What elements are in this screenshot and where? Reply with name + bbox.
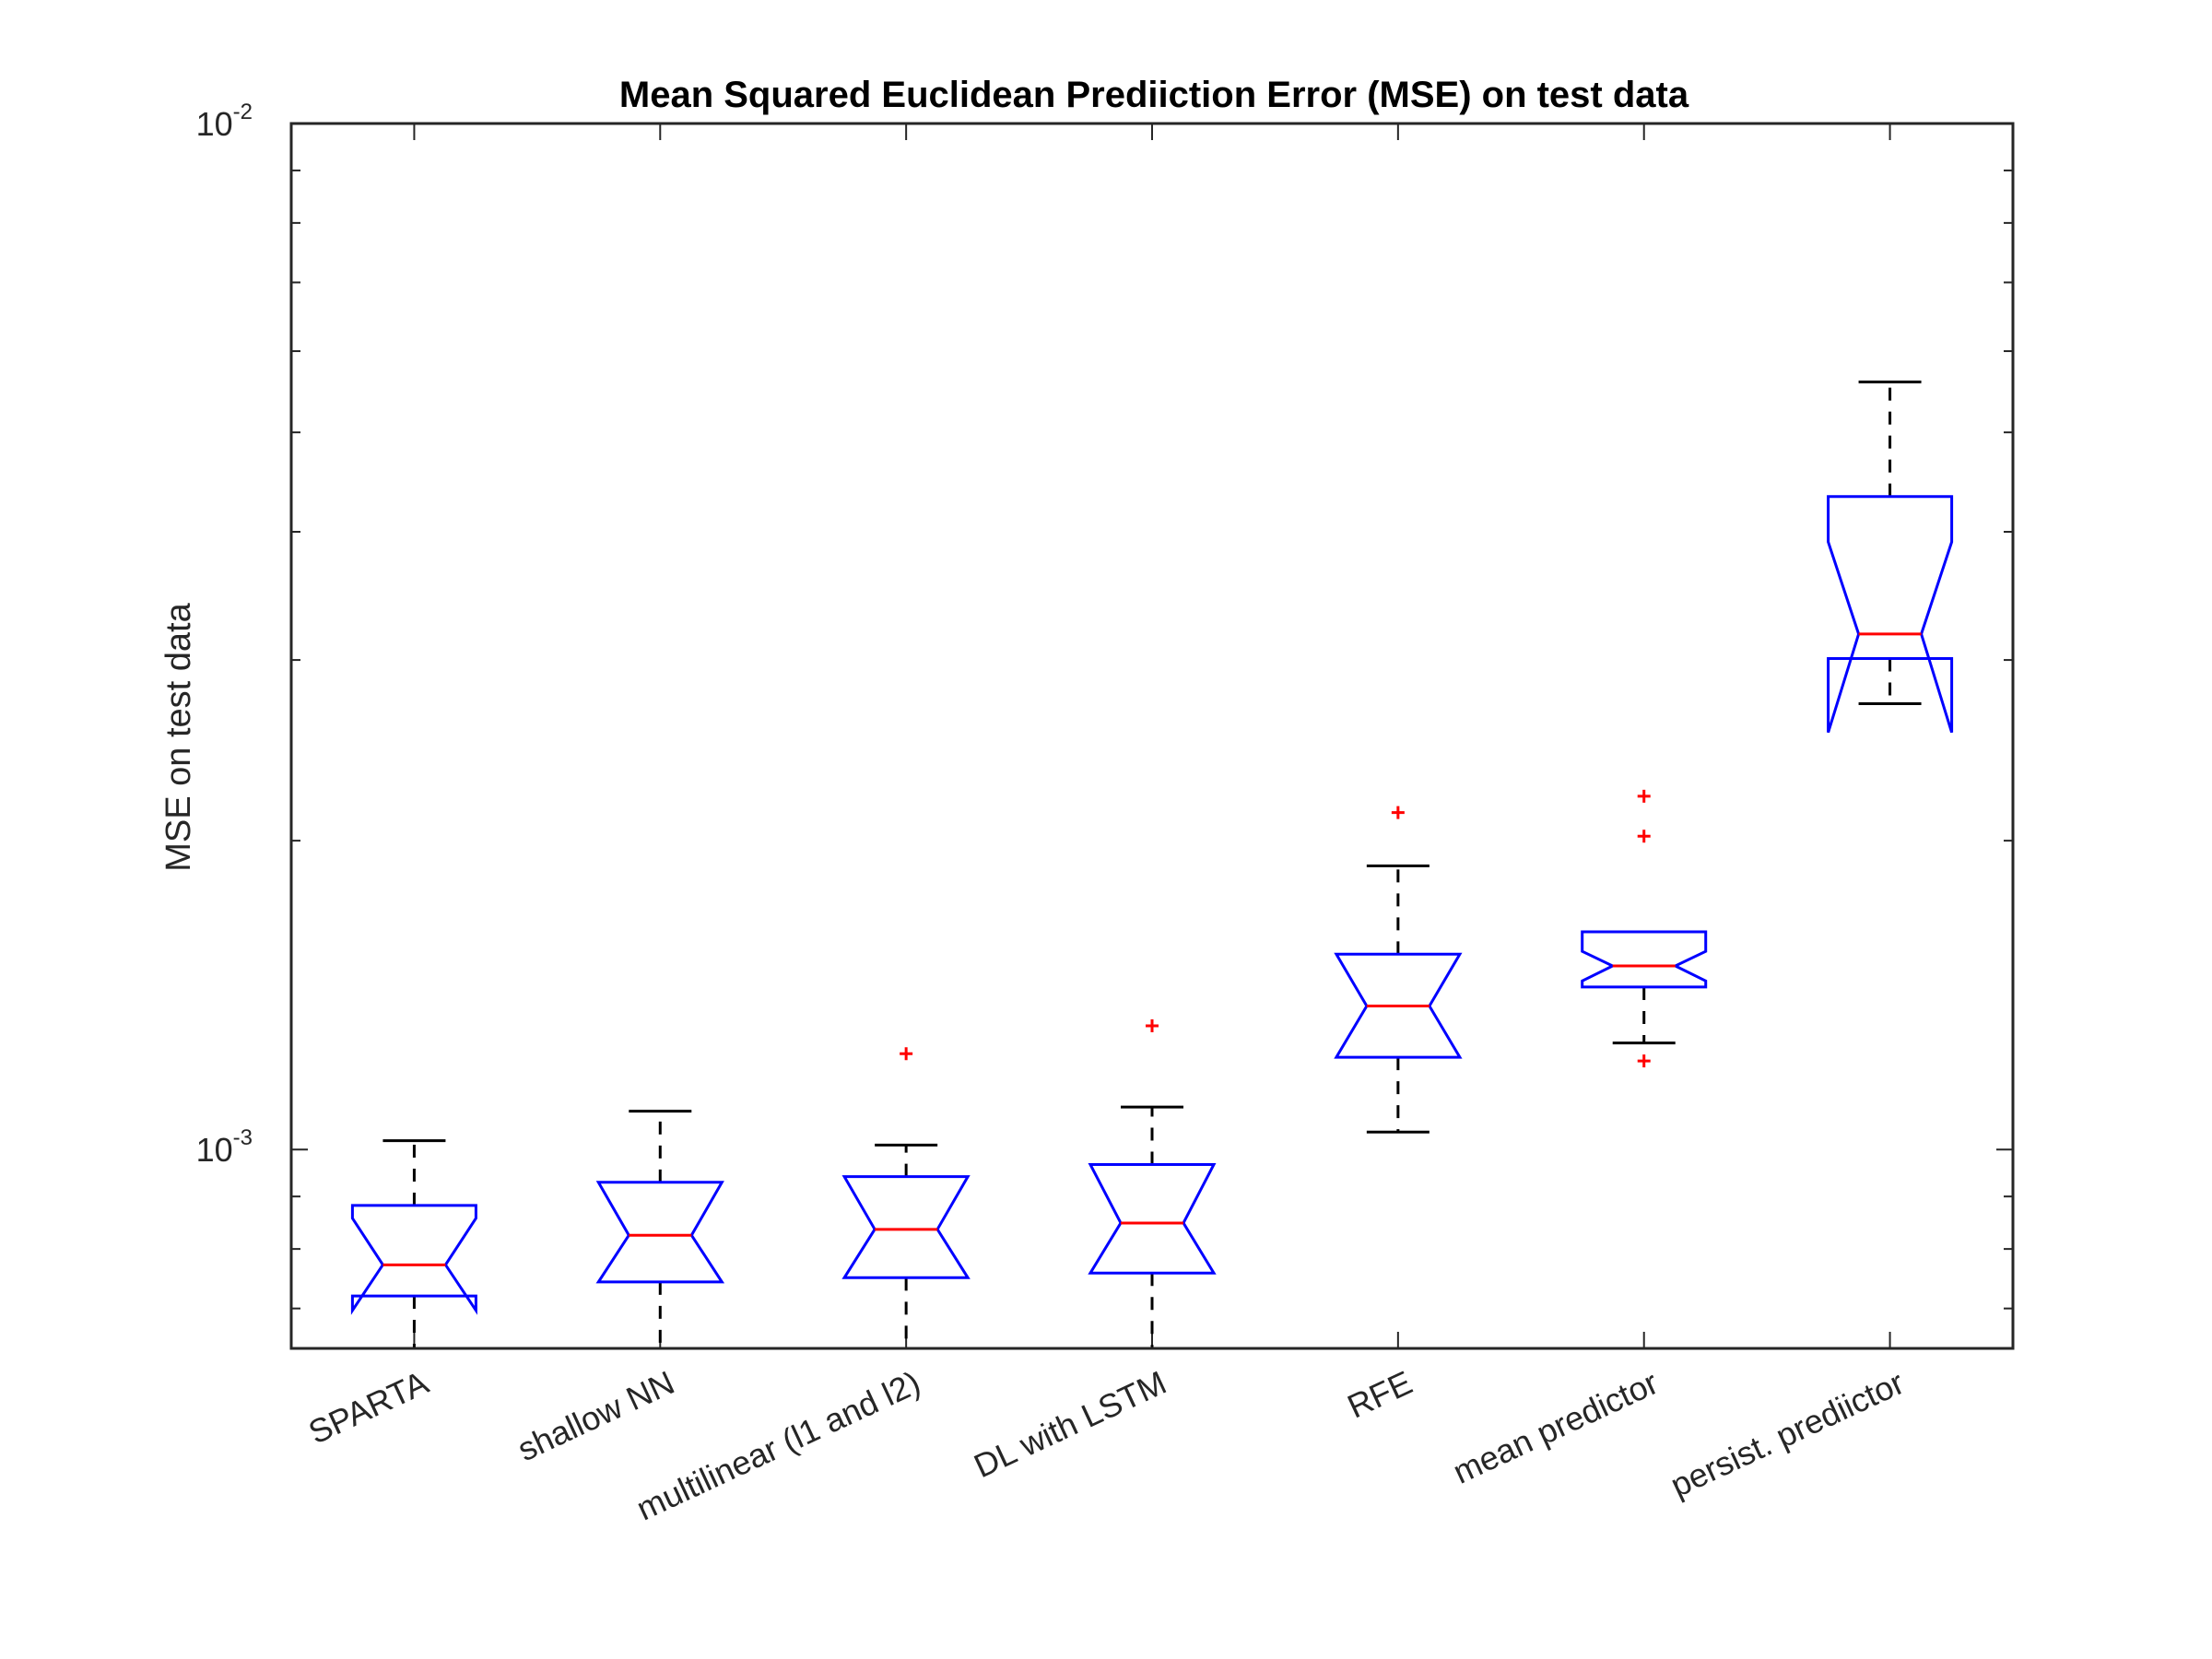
box-6 — [1827, 380, 1954, 734]
notched-box — [841, 1175, 971, 1279]
y-tick-label: 10-2 — [196, 100, 253, 143]
box-3 — [1088, 1019, 1217, 1348]
y-tick-label: 10-3 — [196, 1125, 253, 1169]
outlier-marker — [1146, 1019, 1159, 1033]
y-axis-label: MSE on test data — [159, 602, 198, 871]
y-tick-label-exponent: -2 — [233, 100, 253, 124]
y-tick-label-exponent: -3 — [233, 1125, 253, 1150]
outlier-marker — [1637, 830, 1651, 843]
box-0 — [350, 1139, 477, 1348]
y-tick-label-base: 10 — [196, 1131, 233, 1169]
box-1 — [595, 1110, 725, 1348]
outlier-marker — [1391, 806, 1405, 819]
notched-box — [1827, 495, 1954, 734]
notched-box — [350, 1204, 477, 1315]
outlier-marker — [1637, 789, 1651, 803]
y-tick-labels: 10-310-2 — [196, 100, 253, 1169]
notched-box — [1581, 930, 1708, 989]
y-tick-label-base: 10 — [196, 105, 233, 143]
outlier-marker — [900, 1047, 913, 1061]
box-5 — [1581, 789, 1708, 1068]
chart-title: Mean Squared Euclidean Prediiction Error… — [619, 75, 1689, 115]
box-4 — [1334, 806, 1463, 1134]
outlier-marker — [1637, 1054, 1651, 1068]
box-2 — [841, 1047, 971, 1348]
boxes-group — [350, 380, 1954, 1348]
plot-area-frame — [289, 122, 2015, 1350]
